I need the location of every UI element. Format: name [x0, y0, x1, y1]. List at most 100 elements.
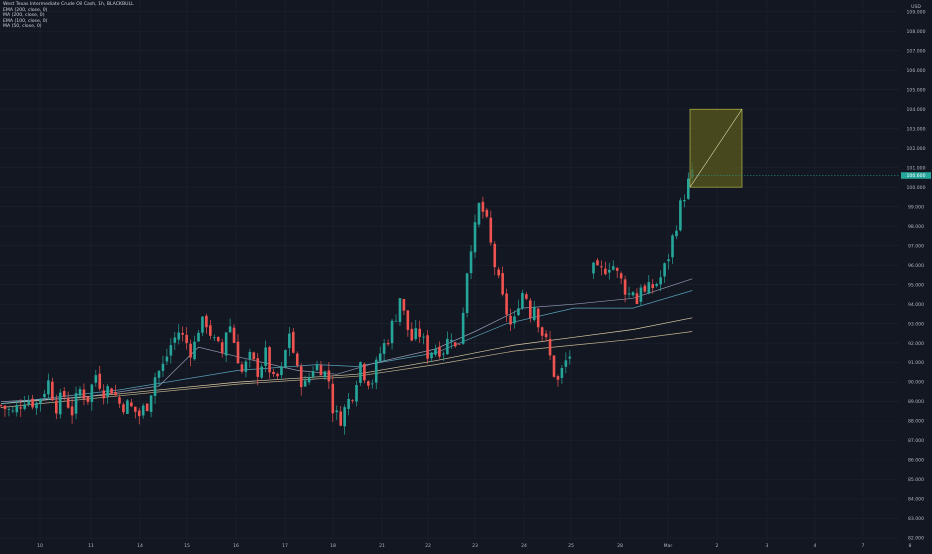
candle-body — [141, 405, 145, 416]
legend-indicator-ema100[interactable]: EMA (100, close, 0) — [3, 18, 48, 24]
price-tick-label: 94.000 — [908, 302, 924, 308]
time-tick-label: 3 — [766, 543, 769, 549]
candle-body — [509, 315, 512, 325]
candle-body — [592, 262, 595, 274]
candle-body — [0, 405, 3, 407]
candle-body — [604, 268, 607, 275]
candle-body — [292, 331, 295, 353]
candle-body — [213, 337, 216, 339]
candle-body — [193, 341, 196, 360]
time-axis-background — [0, 540, 932, 550]
price-tick-label: 106.000 — [907, 68, 926, 74]
candle-body — [82, 389, 86, 399]
price-tick-label: 82.000 — [908, 536, 924, 542]
candle-body — [110, 388, 113, 394]
price-axis-background — [899, 0, 932, 550]
candle-body — [671, 235, 674, 258]
price-tick-label: 109.000 — [907, 9, 926, 15]
price-tick-label: 87.000 — [908, 438, 924, 444]
candle-body — [505, 293, 508, 315]
candle-body — [679, 200, 682, 231]
legend-indicator-ma50[interactable]: MA (50, close, 0) — [3, 24, 42, 30]
candle-body — [248, 351, 252, 360]
price-tick-label: 99.000 — [908, 204, 924, 210]
time-tick-label: 23 — [472, 543, 478, 549]
candle-body — [619, 273, 623, 279]
candle-body — [398, 298, 402, 322]
time-axis[interactable]: 10 11 14 15 16 17 18 21 22 23 24 25 28 Mar 2 3 4 7 8 — [0, 540, 932, 550]
candle-body — [465, 273, 469, 313]
target-box-diagonal — [689, 109, 743, 188]
candle-body — [635, 293, 639, 305]
candle-body — [276, 373, 279, 377]
candle-body — [501, 273, 504, 295]
candle-body — [564, 360, 568, 367]
candle-body — [114, 392, 117, 396]
candle-body — [55, 400, 58, 414]
candle-body — [126, 400, 129, 414]
time-tick-label: 16 — [233, 543, 239, 549]
candle-body — [339, 411, 342, 426]
candle-body — [556, 376, 560, 380]
candle-body — [240, 364, 244, 372]
candle-body — [205, 315, 208, 328]
time-tick-label: 11 — [88, 543, 94, 549]
legend-indicator-ema200[interactable]: EMA (200, close, 0) — [3, 7, 48, 13]
candle-body — [359, 362, 362, 383]
time-tick-label: 4 — [814, 543, 817, 549]
candle-body — [390, 320, 394, 344]
candle-body — [106, 386, 109, 397]
price-tick-label: 86.000 — [908, 458, 924, 464]
candle-body — [453, 342, 457, 347]
ema200-line — [0, 331, 693, 408]
candle-body — [525, 294, 528, 299]
candle-body — [351, 400, 354, 402]
price-tick-label: 90.000 — [908, 380, 924, 386]
candle-body — [284, 349, 287, 368]
candle-body — [256, 358, 260, 377]
candle-body — [406, 310, 410, 330]
candle-body — [655, 283, 658, 286]
candle-body — [430, 352, 433, 359]
candle-body — [540, 327, 544, 336]
candle-body — [615, 267, 619, 271]
candle-body — [15, 405, 19, 413]
price-tick-label: 88.000 — [908, 419, 924, 425]
candle-body — [98, 373, 102, 389]
price-tick-label: 95.000 — [908, 282, 924, 288]
ma200-line — [0, 317, 693, 404]
candle-body — [177, 332, 181, 340]
candle-body — [66, 398, 70, 408]
price-axis[interactable]: USD 82.000 83.000 84.000 85.000 86.000 87.000 8… — [690, 0, 932, 550]
candle-body — [209, 325, 212, 336]
candle-body — [157, 370, 161, 378]
candle-body — [327, 370, 331, 382]
legend-indicator-ma200[interactable]: MA (200, close, 0) — [3, 13, 45, 19]
candle-body — [426, 335, 429, 359]
candle-body — [189, 343, 192, 358]
candle-body — [529, 300, 532, 319]
candle-body — [418, 328, 421, 337]
candle-body — [260, 366, 263, 378]
candle-body — [663, 263, 666, 277]
candle-body — [446, 338, 449, 355]
current-price-tag[interactable] — [901, 172, 931, 179]
price-tick-label: 83.000 — [908, 516, 924, 522]
candle-body — [343, 407, 346, 427]
chart-legend: West Texas Intermediate Crude Oil Cash, … — [3, 2, 134, 30]
price-tick-label: 100.000 — [907, 185, 926, 191]
candle-body — [347, 398, 350, 409]
time-tick-label: 21 — [379, 543, 385, 549]
candle-body — [414, 328, 418, 340]
candle-body — [7, 409, 11, 410]
annotation-box[interactable] — [689, 108, 743, 188]
candle-body — [134, 406, 137, 412]
candle-body — [477, 203, 481, 225]
candle-body — [153, 377, 157, 397]
candle-body — [51, 381, 54, 401]
candle-body — [544, 333, 548, 338]
candle-body — [3, 405, 7, 410]
candle-body — [307, 376, 311, 383]
